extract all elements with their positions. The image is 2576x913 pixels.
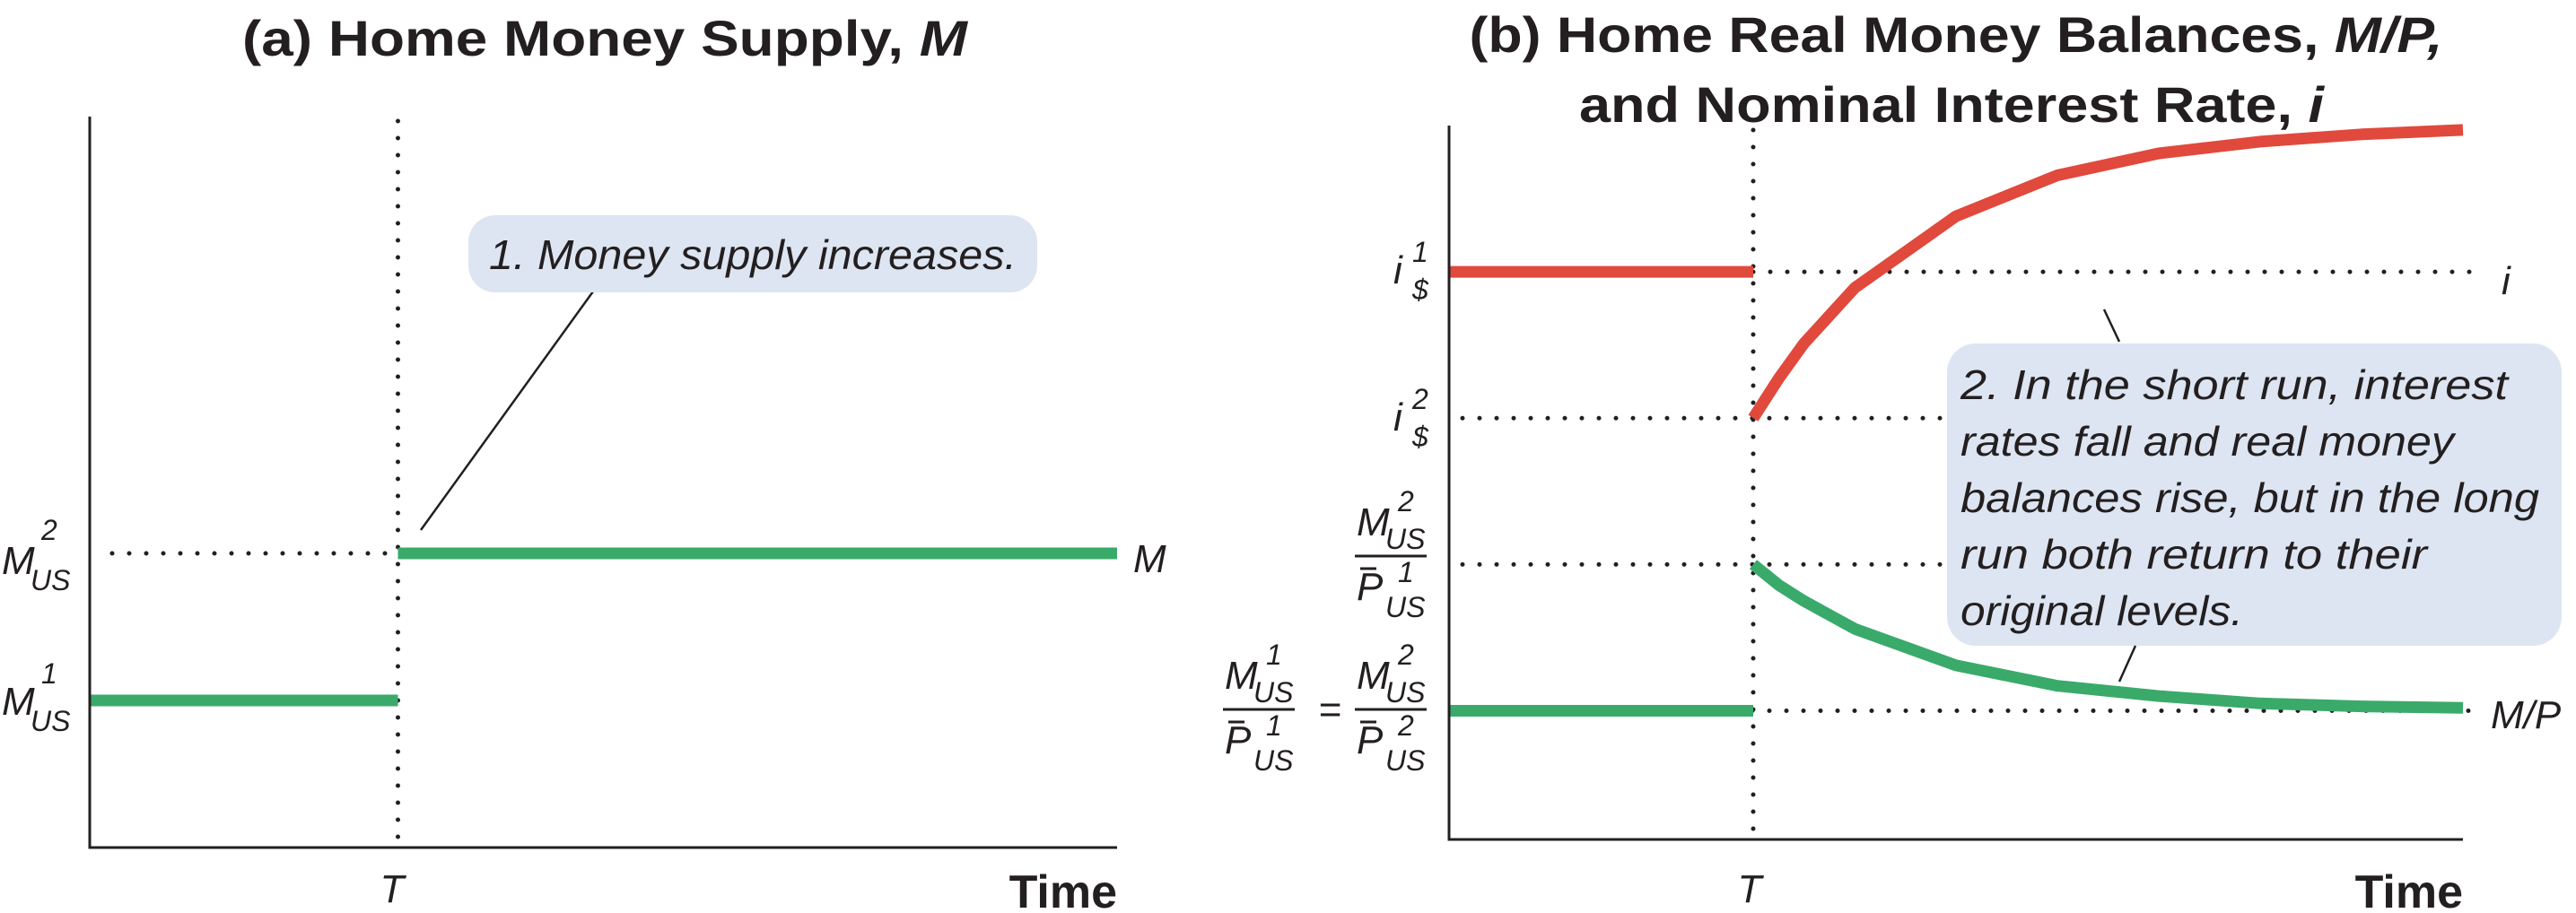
label-sup: 1 — [1266, 709, 1282, 742]
label-sup: 2 — [1397, 709, 1414, 742]
x-axis-label: Time — [2355, 866, 2463, 913]
callout-line: original levels. — [1960, 587, 2243, 634]
callout-1: 1. Money supply increases. — [419, 215, 1037, 531]
label-sup: 1 — [1266, 639, 1282, 671]
label-base: i — [1393, 248, 1403, 292]
series — [1449, 124, 2464, 717]
equals-sign: = — [1318, 688, 1341, 732]
label-sup: 1 — [1412, 236, 1428, 268]
x-axis-label: Time — [1009, 866, 1117, 913]
label-base: M — [1357, 500, 1390, 544]
x-tick-T: T — [1738, 867, 1765, 911]
callout-line: 2. In the short run, interest — [1960, 361, 2511, 408]
label-sub: US — [31, 564, 70, 596]
callout-line: rates fall and real money — [1960, 418, 2457, 465]
label-base: i — [1393, 396, 1403, 439]
series-label-mp: M/P — [2491, 693, 2562, 737]
title-variable: M — [920, 10, 969, 66]
label-base: P — [1357, 718, 1384, 762]
label-base: P — [1357, 565, 1384, 609]
axes — [1447, 126, 2463, 841]
callout-box — [1947, 343, 2562, 646]
label-base: M — [2, 539, 35, 583]
callout-line: run both return to their — [1960, 531, 2429, 578]
label-sub: $ — [1411, 274, 1429, 306]
label-sub: US — [1385, 744, 1425, 777]
callout-pointer-lower — [2118, 645, 2137, 683]
title-text: (b) Home Real Money Balances, — [1470, 6, 2335, 63]
label-sub: US — [1253, 744, 1293, 777]
callout-box — [468, 215, 1037, 292]
series-i-segment — [1748, 124, 2464, 422]
label-sup: 2 — [1397, 485, 1414, 517]
panel-b-title-line2: and Nominal Interest Rate, i — [1579, 76, 2326, 133]
axes — [88, 117, 1117, 849]
title-variable: M/P, — [2335, 6, 2443, 63]
y-label-mp1: M 1 US P 1 US = M 2 US P 2 US — [1223, 639, 1427, 777]
fraction-right: M 2 US P 2 US — [1355, 639, 1427, 777]
series — [90, 547, 1117, 707]
title-text: and Nominal Interest Rate, — [1579, 76, 2308, 133]
y-label-m2: M 2 US — [2, 514, 70, 596]
label-sub: US — [1253, 676, 1293, 709]
series-m-p-segment — [1749, 560, 2464, 714]
callout-text: 1. Money supply increases. — [489, 231, 1017, 278]
callout-2: 2. In the short run, interest rates fall… — [1960, 361, 2540, 634]
label-base: M — [2, 680, 35, 724]
x-tick-T: T — [380, 867, 407, 911]
panel-a: (a) Home Money Supply, M M 2 US M 1 US M… — [2, 10, 1166, 913]
series-label-i: i — [2502, 259, 2511, 303]
label-sup: 1 — [41, 657, 57, 690]
panel-b: (b) Home Real Money Balances, M/P, and N… — [1223, 6, 2562, 913]
label-base: P — [1225, 718, 1252, 762]
label-sub: US — [1385, 676, 1425, 709]
label-sup: 2 — [40, 514, 57, 546]
series-label-m: M — [1133, 537, 1166, 581]
panel-b-title-line1: (b) Home Real Money Balances, M/P, — [1470, 6, 2443, 63]
label-sub: US — [1385, 523, 1425, 555]
label-sub: US — [31, 705, 70, 737]
label-sup: 2 — [1411, 383, 1428, 415]
label-sup: 1 — [1398, 556, 1414, 588]
title-text: (a) Home Money Supply, — [242, 10, 920, 66]
label-sub: US — [1385, 591, 1425, 623]
label-base: M — [1225, 654, 1258, 698]
panel-a-title: (a) Home Money Supply, M — [242, 10, 969, 66]
y-label-m1: M 1 US — [2, 657, 70, 737]
title-variable: i — [2308, 76, 2325, 133]
y-label-mp2: M 2 US P 1 US — [1355, 485, 1427, 623]
callout-pointer-upper — [2102, 309, 2121, 343]
y-label-i2: i 2 $ — [1393, 383, 1429, 453]
callout-line: balances rise, but in the long — [1960, 474, 2539, 521]
label-base: M — [1357, 654, 1390, 698]
callout-pointer — [419, 291, 595, 531]
label-sub: $ — [1411, 421, 1429, 453]
fraction-left: M 1 US P 1 US — [1223, 639, 1295, 777]
label-sup: 2 — [1397, 639, 1414, 671]
y-label-i1: i 1 $ — [1393, 236, 1429, 306]
reference-lines — [109, 118, 400, 847]
